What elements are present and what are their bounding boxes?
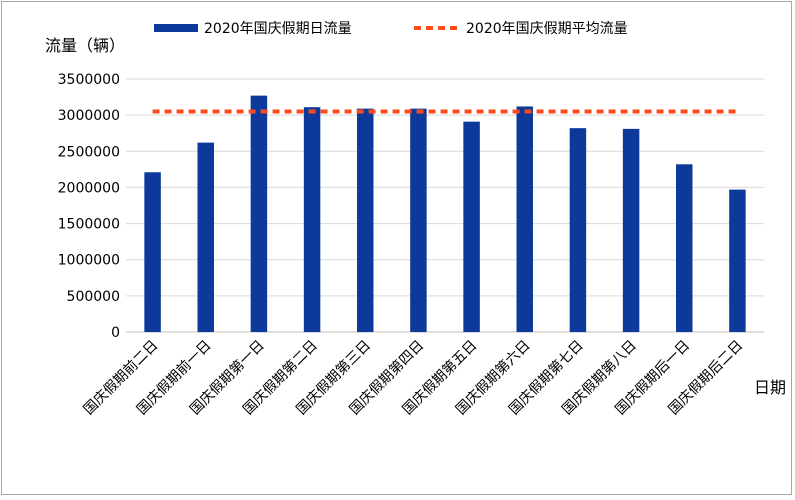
y-tick-labels: 0 500000 1000000 1500000 2000000 2500000 30000… [58,72,120,341]
legend-label-line: 2020年国庆假期平均流量 [466,21,628,37]
bar [250,95,268,332]
bar [676,164,693,332]
y-tick-label: 1500000 [58,217,120,233]
bar [622,128,640,332]
legend-swatch-bar [154,24,198,32]
y-tick-label: 1000000 [58,253,120,269]
bar [410,108,427,332]
bar [144,172,161,332]
bar [197,142,214,332]
bar [463,121,480,332]
y-tick-label: 2000000 [58,180,120,196]
y-tick-label: 500000 [67,289,120,305]
x-tick-labels: 国庆假期前二日国庆假期前一日国庆假期第一日国庆假期第二日国庆假期第三日国庆假期第… [80,337,746,418]
legend: 2020年国庆假期日流量 2020年国庆假期平均流量 [154,21,628,37]
y-axis-title: 流量（辆） [45,36,125,55]
y-tick-label: 3500000 [58,72,120,88]
bar-series [144,95,746,333]
bar [516,106,533,333]
bar [569,128,587,332]
gridlines [126,78,764,333]
legend-label-bar: 2020年国庆假期日流量 [204,21,352,37]
bar [303,107,321,332]
bar [729,189,746,332]
bar [357,108,374,332]
y-tick-label: 3000000 [58,108,120,124]
y-tick-label: 2500000 [58,144,120,160]
x-axis-title: 日期 [754,378,786,397]
y-tick-label: 0 [111,325,120,341]
